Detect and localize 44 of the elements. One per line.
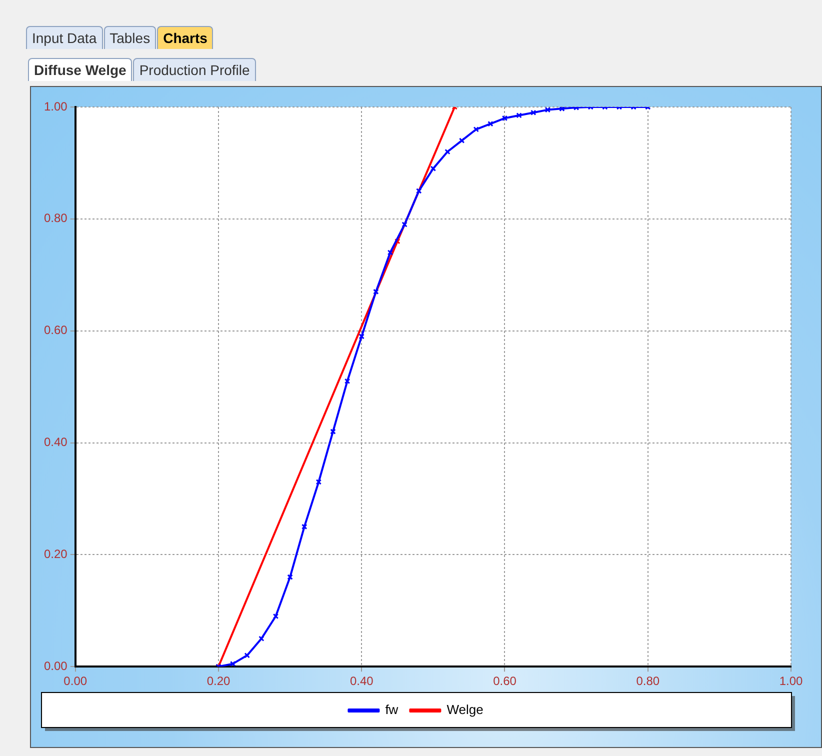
point xyxy=(316,479,322,485)
x-tick-label: 0.80 xyxy=(636,674,660,688)
text: Diffuse Welge xyxy=(28,58,132,81)
x-tick-label: 0.40 xyxy=(350,674,374,688)
point xyxy=(373,288,379,295)
point xyxy=(244,652,250,658)
point xyxy=(544,107,551,113)
point xyxy=(387,250,394,256)
point xyxy=(516,112,522,118)
point xyxy=(488,120,494,127)
point xyxy=(301,524,308,530)
point xyxy=(272,613,279,620)
y-tick-label: 0.00 xyxy=(44,658,68,673)
point xyxy=(444,148,450,155)
x-tick-label: 0.20 xyxy=(206,674,230,688)
point xyxy=(344,378,350,384)
point xyxy=(230,660,236,667)
text: Charts xyxy=(157,26,214,49)
text: Production Profile xyxy=(133,58,256,81)
point xyxy=(394,238,400,244)
y-tick-label: 1.00 xyxy=(44,99,68,114)
point xyxy=(416,188,422,194)
point xyxy=(530,110,536,116)
text: Tables xyxy=(104,26,156,49)
y-tick-label: 0.60 xyxy=(44,323,68,338)
y-tick-label: 0.20 xyxy=(44,546,68,561)
point xyxy=(502,115,508,122)
legend-label: Welge xyxy=(446,702,484,718)
y-tick-label: 0.40 xyxy=(44,435,68,450)
point xyxy=(287,574,293,580)
point xyxy=(473,126,479,132)
point xyxy=(258,636,264,642)
text: Input Data xyxy=(26,26,103,49)
x-tick-label: 0.00 xyxy=(64,674,88,688)
point xyxy=(402,222,408,228)
x-tick-label: 1.00 xyxy=(779,674,803,688)
legend-label: fw xyxy=(385,702,399,718)
point xyxy=(559,107,565,112)
y-tick-label: 0.80 xyxy=(44,211,68,226)
point xyxy=(458,138,465,144)
point xyxy=(358,334,364,340)
point xyxy=(430,166,436,172)
point xyxy=(330,428,336,434)
x-tick-label: 0.60 xyxy=(493,674,517,688)
